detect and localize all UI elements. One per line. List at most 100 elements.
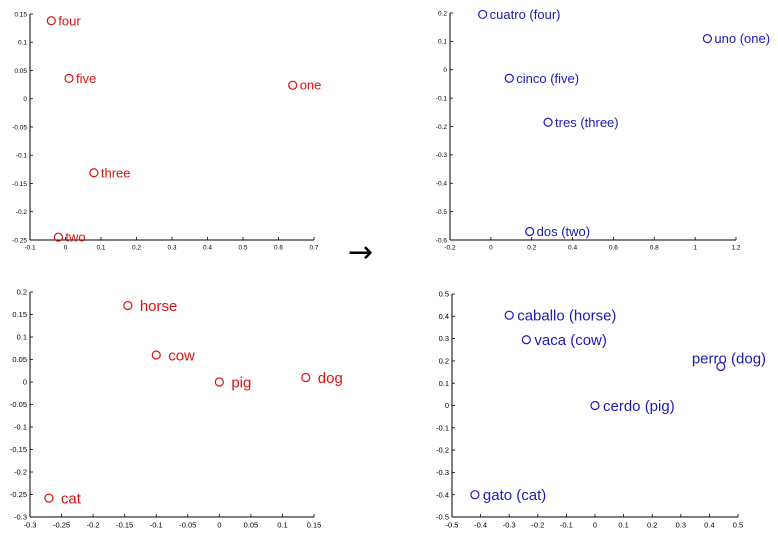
x-tick-label: 0.2 — [132, 245, 141, 252]
x-tick-label: 0 — [217, 521, 221, 530]
right-arrow-icon: → — [348, 235, 374, 270]
y-tick-label: 0.1 — [439, 379, 449, 388]
y-tick-label: 0.3 — [439, 334, 449, 343]
data-point-marker — [53, 232, 64, 242]
y-tick-label: -0.1 — [16, 153, 28, 160]
y-tick-label: -0.1 — [436, 423, 449, 432]
x-tick-label: 0 — [489, 245, 493, 252]
data-point-marker — [525, 226, 535, 237]
x-tick-label: 0.5 — [733, 521, 743, 530]
data-point-label: pig — [231, 374, 251, 391]
data-point-label: dog — [318, 370, 343, 387]
y-tick-label: 0.5 — [439, 290, 449, 299]
y-tick-label: 0.2 — [17, 288, 27, 297]
y-tick-label: -0.05 — [10, 400, 27, 409]
data-point-label: two — [65, 230, 85, 245]
x-tick-label: 0.4 — [568, 245, 577, 252]
x-tick-label: -0.1 — [150, 521, 163, 530]
scatter-panel-top-right: -0.2 0 0.2 0.4 0.6 0.8 1 1.2 -0.6 -0.5 -0.4 -0.3 -0.… — [436, 7, 770, 252]
data-point-label: horse — [140, 298, 178, 315]
x-tick-label: 1.2 — [731, 245, 740, 252]
data-point-label: vaca (cow) — [534, 332, 607, 349]
y-tick-label: 0 — [443, 67, 447, 74]
y-tick-label: 0.15 — [12, 310, 27, 319]
y-tick-label: -0.15 — [12, 181, 27, 188]
y-tick-label: 0 — [445, 401, 449, 410]
data-point-label: tres (three) — [555, 115, 619, 130]
y-tick-label: 0.15 — [14, 11, 27, 18]
scatter-panel-bottom-left: -0.3 -0.25 -0.2 -0.15 -0.1 -0.05 0 0.05 0.1 0.15 -… — [10, 288, 343, 530]
data-point-marker — [470, 490, 480, 500]
x-tick-label: 0.7 — [309, 245, 318, 252]
x-tick-label: -0.05 — [179, 521, 196, 530]
data-point-marker — [123, 300, 133, 311]
data-point-label: perro (dog) — [692, 351, 766, 368]
y-tick-label: 0.2 — [439, 357, 449, 366]
y-tick-label: 0.1 — [18, 40, 27, 47]
y-tick-label: -0.5 — [436, 209, 448, 216]
x-tick-label: -0.1 — [560, 521, 573, 530]
data-point-marker — [46, 16, 56, 26]
y-tick-label: -0.3 — [14, 513, 27, 522]
x-tick-label: 0.2 — [647, 521, 657, 530]
data-point-label: five — [76, 71, 96, 86]
x-tick-label: -0.1 — [24, 245, 36, 252]
y-tick-label: 0 — [23, 96, 27, 103]
x-tick-label: 0.8 — [650, 245, 659, 252]
y-tick-label: 0.2 — [438, 10, 447, 17]
y-tick-label: -0.2 — [436, 124, 448, 131]
y-tick-label: -0.4 — [436, 490, 449, 499]
data-point-marker — [504, 73, 514, 83]
y-tick-label: 0.1 — [438, 39, 447, 46]
data-point-marker — [716, 361, 726, 372]
data-point-label: dos (two) — [537, 224, 590, 239]
scatter-panel-top-left: -0.1 0 0.1 0.2 0.3 0.4 0.5 0.6 0.7 -0.25 -0.2 -0.15… — [12, 11, 321, 251]
y-tick-label: 0.4 — [439, 312, 449, 321]
x-tick-label: 0.15 — [307, 521, 322, 530]
y-tick-label: -0.3 — [436, 468, 449, 477]
data-point-label: cuatro (four) — [490, 7, 561, 22]
data-point-label: cerdo (pig) — [603, 398, 675, 415]
y-tick-label: -0.6 — [436, 237, 448, 244]
data-point-marker — [151, 350, 161, 360]
scatter-panel-bottom-right: -0.5 -0.4 -0.3 -0.2 -0.1 0 0.1 0.2 0.3 0.4 0.5 -0.5… — [436, 290, 766, 530]
x-tick-label: -0.5 — [446, 521, 459, 530]
data-point-marker — [288, 80, 298, 90]
x-tick-label: 1 — [693, 245, 697, 252]
x-tick-label: -0.15 — [116, 521, 133, 530]
data-point-label: gato (cat) — [483, 487, 546, 504]
x-tick-label: 0.1 — [96, 245, 105, 252]
data-point-marker — [521, 335, 531, 345]
x-tick-label: 0.3 — [676, 521, 686, 530]
x-tick-label: -0.4 — [474, 521, 487, 530]
x-tick-label: 0.6 — [274, 245, 283, 252]
y-tick-label: 0.05 — [12, 355, 27, 364]
y-tick-label: -0.15 — [10, 445, 27, 454]
y-tick-label: 0.05 — [14, 68, 27, 75]
y-tick-label: -0.25 — [10, 490, 27, 499]
x-tick-label: -0.2 — [87, 521, 100, 530]
data-point-label: caballo (horse) — [517, 307, 616, 324]
data-point-marker — [702, 33, 713, 44]
y-tick-label: -0.5 — [436, 513, 449, 522]
x-tick-label: 0.1 — [618, 521, 628, 530]
y-tick-label: -0.05 — [12, 124, 27, 131]
data-point-marker — [301, 372, 311, 383]
y-tick-label: -0.4 — [436, 181, 448, 188]
data-point-marker — [590, 400, 600, 411]
y-tick-label: -0.2 — [436, 446, 449, 455]
x-tick-label: -0.25 — [53, 521, 70, 530]
data-point-label: uno (one) — [714, 31, 770, 46]
x-tick-label: 0.3 — [167, 245, 176, 252]
data-point-marker — [44, 493, 54, 503]
data-point-marker — [478, 9, 488, 20]
data-point-marker — [214, 377, 224, 387]
y-tick-label: -0.25 — [12, 237, 27, 244]
x-tick-label: 0.1 — [277, 521, 287, 530]
x-tick-label: 0.2 — [527, 245, 536, 252]
x-tick-label: -0.3 — [503, 521, 516, 530]
x-tick-label: 0.6 — [609, 245, 618, 252]
y-tick-label: 0.1 — [17, 333, 27, 342]
x-tick-label: 0.5 — [238, 245, 247, 252]
